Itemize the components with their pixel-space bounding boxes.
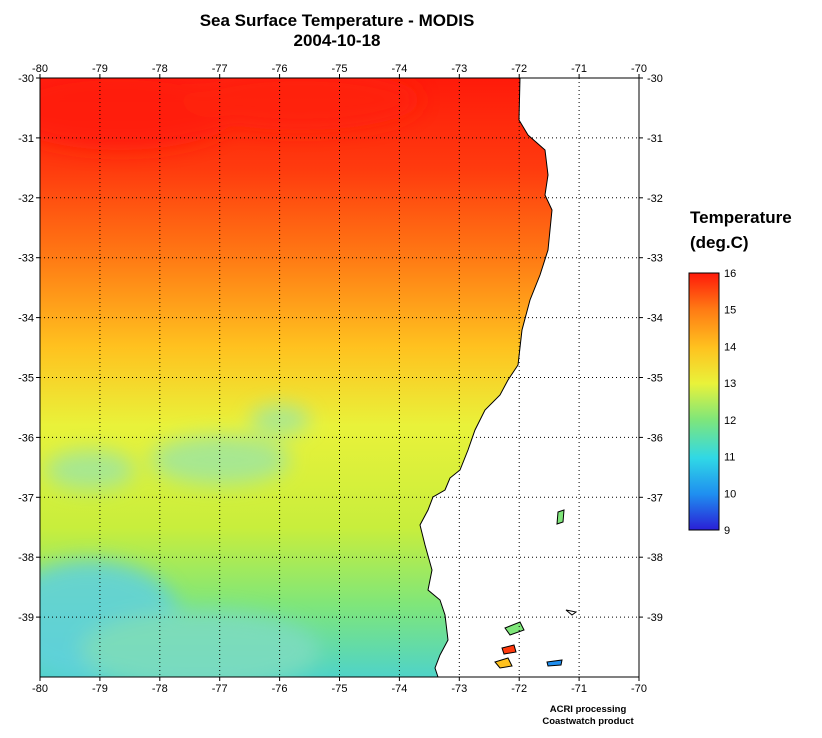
lat-tick-label: -32 — [647, 193, 663, 205]
scale-tick-label: 15 — [724, 305, 736, 317]
lat-tick-label: -30 — [647, 73, 663, 85]
lon-tick-label: -78 — [152, 63, 168, 75]
land-area — [419, 78, 639, 677]
lat-tick-label: -33 — [647, 253, 663, 265]
scale-tick-label: 16 — [724, 268, 736, 280]
lon-tick-label: -75 — [332, 683, 348, 695]
lat-tick-label: -35 — [647, 373, 663, 385]
lon-tick-label: -76 — [272, 683, 288, 695]
lon-tick-label: -77 — [212, 63, 228, 75]
lon-tick-label: -70 — [631, 63, 647, 75]
map-date: 2004-10-18 — [293, 31, 381, 50]
island — [565, 609, 578, 616]
lon-tick-label: -72 — [511, 63, 527, 75]
lat-tick-label: -35 — [18, 373, 34, 385]
product-credit: Coastwatch product — [542, 716, 634, 727]
scale-tick-label: 14 — [724, 341, 736, 353]
island — [494, 657, 513, 669]
island — [546, 659, 563, 667]
island — [501, 644, 517, 655]
lon-tick-label: -73 — [451, 63, 467, 75]
lat-tick-label: -36 — [18, 432, 34, 444]
lon-tick-label: -70 — [631, 683, 647, 695]
tick-marks — [36, 74, 643, 681]
lat-tick-label: -31 — [18, 133, 34, 145]
scale-tick-label: 9 — [724, 525, 730, 537]
lon-tick-label: -71 — [571, 63, 587, 75]
lat-tick-label: -31 — [647, 133, 663, 145]
color-scale-bar — [688, 272, 720, 531]
island — [504, 621, 525, 636]
scale-tick-label: 10 — [724, 488, 736, 500]
lon-tick-label: -77 — [212, 683, 228, 695]
processing-credit: ACRI processing — [549, 704, 627, 715]
lat-tick-label: -39 — [18, 612, 34, 624]
color-scale-labels: 16 15 14 13 12 11 10 9 — [724, 268, 736, 537]
lat-tick-label: -36 — [647, 432, 663, 444]
lon-tick-label: -79 — [92, 63, 108, 75]
lon-tick-label: -73 — [451, 683, 467, 695]
lon-tick-label: -79 — [92, 683, 108, 695]
lat-tick-label: -38 — [647, 552, 663, 564]
lat-tick-label: -37 — [18, 492, 34, 504]
lon-tick-label: -74 — [391, 683, 407, 695]
legend-title: Temperature — [690, 208, 792, 227]
lat-labels-right: -30 -31 -32 -33 -34 -35 -36 -37 -38 -39 — [647, 73, 663, 624]
lat-tick-label: -39 — [647, 612, 663, 624]
lat-tick-label: -33 — [18, 253, 34, 265]
scale-tick-label: 12 — [724, 415, 736, 427]
lon-tick-label: -76 — [272, 63, 288, 75]
legend-unit: (deg.C) — [690, 233, 749, 252]
lat-tick-label: -34 — [18, 313, 34, 325]
lat-tick-label: -30 — [18, 73, 34, 85]
map-title: Sea Surface Temperature - MODIS — [199, 11, 475, 30]
lon-tick-label: -71 — [571, 683, 587, 695]
cool-water-patches — [40, 78, 420, 677]
lon-tick-label: -78 — [152, 683, 168, 695]
lon-tick-label: -72 — [511, 683, 527, 695]
lon-tick-label: -80 — [32, 683, 48, 695]
scale-tick-label: 13 — [724, 378, 736, 390]
lon-tick-label: -75 — [332, 63, 348, 75]
scale-tick-label: 11 — [724, 452, 735, 464]
lat-tick-label: -32 — [18, 193, 34, 205]
lon-tick-label: -80 — [32, 63, 48, 75]
lat-labels-left: -30 -31 -32 -33 -34 -35 -36 -37 -38 -39 — [18, 73, 34, 624]
lon-labels-bottom: -80 -79 -78 -77 -76 -75 -74 -73 -72 -71 -70 — [32, 683, 647, 695]
lat-tick-label: -38 — [18, 552, 34, 564]
lat-tick-label: -37 — [647, 492, 663, 504]
island — [556, 509, 565, 525]
lat-tick-label: -34 — [647, 313, 663, 325]
lon-labels-top: -80 -79 -78 -77 -76 -75 -74 -73 -72 -71 -70 — [32, 63, 647, 75]
lon-tick-label: -74 — [391, 63, 407, 75]
